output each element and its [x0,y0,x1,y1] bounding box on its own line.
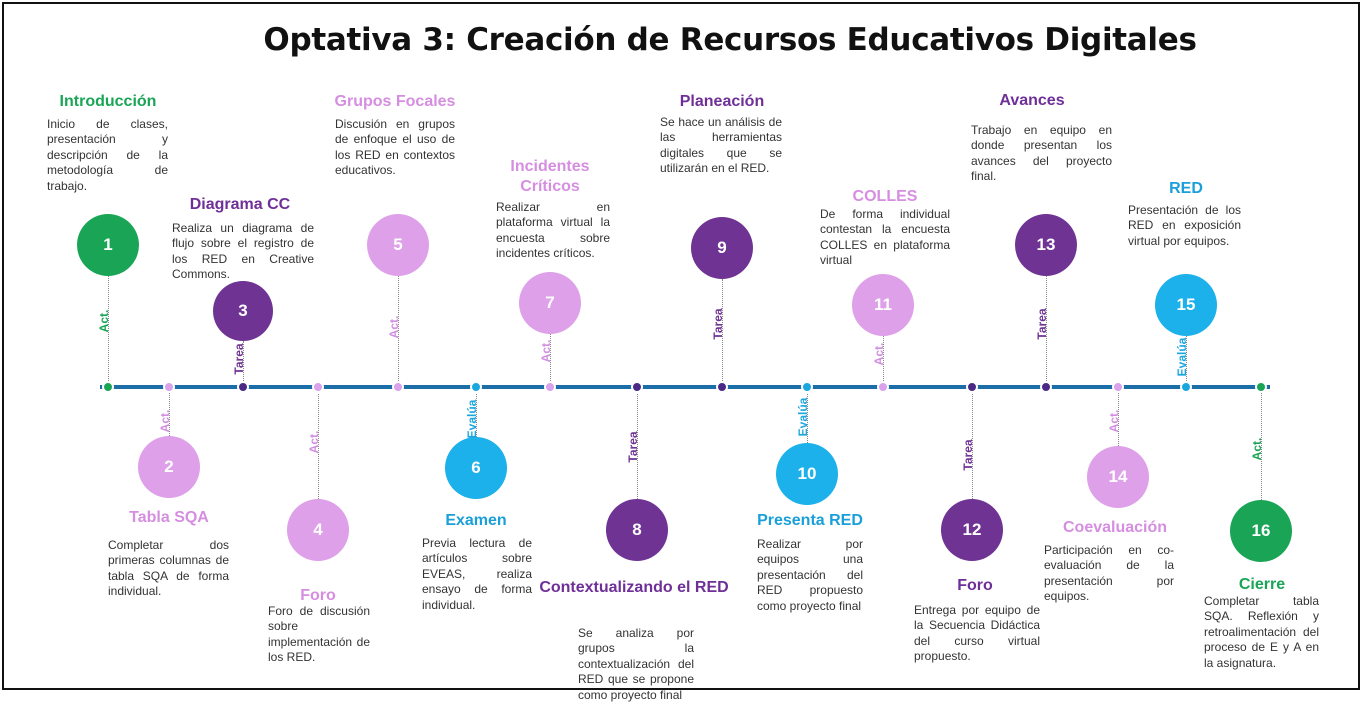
step-title: Planeación [679,93,765,110]
timeline-dot [102,381,114,393]
timeline-dot [716,381,728,393]
step-number-circle: 1 [77,214,139,276]
step-type-tag: Act. [158,409,172,433]
step-connector [318,387,319,499]
step-connector [1118,387,1119,446]
step-description: Discusión en grupos de enfoque el uso de… [335,117,455,178]
step-number-circle: 4 [287,499,349,561]
step-description: De forma individual contestan la encuest… [820,207,950,268]
step-type-tag: Act. [872,342,886,366]
step-title: Contextualizando el RED [539,579,729,596]
step-number-circle: 8 [606,499,668,561]
step-type-tag: Act. [307,430,321,454]
step-number-circle: 11 [852,274,914,336]
step-connector [883,336,884,387]
step-number-circle: 7 [519,272,581,334]
step-number-circle: 12 [941,499,1003,561]
step-connector [722,279,723,387]
step-connector [637,387,638,499]
step-number-circle: 10 [776,443,838,505]
step-title: Tabla SQA [129,509,209,526]
step-description: Realizar por equipos una presentación de… [757,537,863,613]
timeline-dot [237,381,249,393]
step-title: Diagrama CC [189,196,291,213]
step-title: Examen [445,512,507,529]
step-description: Trabajo en equipo en donde presentan los… [971,123,1112,184]
step-type-tag: Evalúa [465,399,479,439]
timeline-dot [470,381,482,393]
step-number-circle: 2 [138,436,200,498]
step-type-tag: Tarea [626,431,640,463]
step-number-circle: 6 [445,437,507,499]
step-type-tag: Tarea [961,439,975,471]
timeline-dot [163,381,175,393]
step-description: Inicio de clases, presentación y descrip… [47,117,168,193]
step-description: Realiza un diagrama de flujo sobre el re… [172,221,314,282]
step-connector [476,387,477,437]
step-description: Previa lectura de artículos sobre EVEAS,… [422,536,532,612]
step-description: Participación en co-evaluación de la pre… [1044,543,1174,604]
timeline-dot [877,381,889,393]
timeline-dot [631,381,643,393]
timeline-dot [1180,381,1192,393]
step-type-tag: Evalúa [1175,337,1189,377]
step-number-circle: 5 [367,214,429,276]
step-connector [169,387,170,436]
step-connector [398,276,399,387]
step-connector [108,276,109,387]
step-title: Introducción [59,93,157,110]
step-type-tag: Tarea [232,343,246,375]
timeline-dot [1255,381,1267,393]
timeline-dot [544,381,556,393]
step-description: Completar dos primeras columnas de tabla… [108,538,229,599]
step-connector [1186,336,1187,387]
step-type-tag: Act. [1250,437,1264,461]
step-type-tag: Evalúa [796,397,810,437]
image-frame [2,2,1360,690]
timeline-dot [392,381,404,393]
step-title: Incidentes Críticos [510,158,590,195]
step-connector [807,387,808,443]
step-description: Completar tabla SQA. Reflexión y retroal… [1204,594,1319,670]
step-description: Presentación de los RED en exposición vi… [1128,203,1241,248]
step-number-circle: 13 [1015,214,1077,276]
step-connector [550,334,551,387]
step-number-circle: 9 [691,217,753,279]
step-title: RED [1169,180,1203,197]
timeline-dot [801,381,813,393]
step-description: Realizar en plataforma virtual la encues… [496,200,610,261]
step-title: Grupos Focales [334,93,456,110]
step-number-circle: 16 [1230,500,1292,562]
step-title: Foro [957,577,993,594]
step-description: Entrega por equipo de la Secuencia Didác… [914,603,1040,664]
step-type-tag: Act. [97,309,111,333]
timeline-dot [966,381,978,393]
step-number-circle: 14 [1087,446,1149,508]
step-title: Foro [300,587,336,604]
step-type-tag: Act. [539,339,553,363]
step-type-tag: Tarea [711,308,725,340]
page-title: Optativa 3: Creación de Recursos Educati… [263,22,1197,58]
step-connector [1261,387,1262,500]
step-description: Se analiza por grupos la contextualizaci… [578,626,694,702]
step-type-tag: Act. [1107,409,1121,433]
step-description: Se hace un análisis de las herramientas … [660,115,782,176]
step-number-circle: 3 [213,281,273,341]
step-type-tag: Tarea [1035,308,1049,340]
timeline-line [100,385,1270,389]
step-number-circle: 15 [1155,274,1217,336]
timeline-dot [312,381,324,393]
step-type-tag: Act. [387,315,401,339]
step-title: Avances [999,92,1065,109]
step-title: COLLES [852,188,918,205]
step-connector [243,341,244,387]
timeline-dot [1040,381,1052,393]
step-connector [972,387,973,499]
step-title: Coevaluación [1062,519,1168,536]
step-title: Presenta RED [757,512,863,529]
timeline-dot [1112,381,1124,393]
step-description: Foro de discusión sobre implementación d… [268,604,370,665]
step-title: Cierre [1238,576,1286,593]
step-connector [1046,276,1047,387]
